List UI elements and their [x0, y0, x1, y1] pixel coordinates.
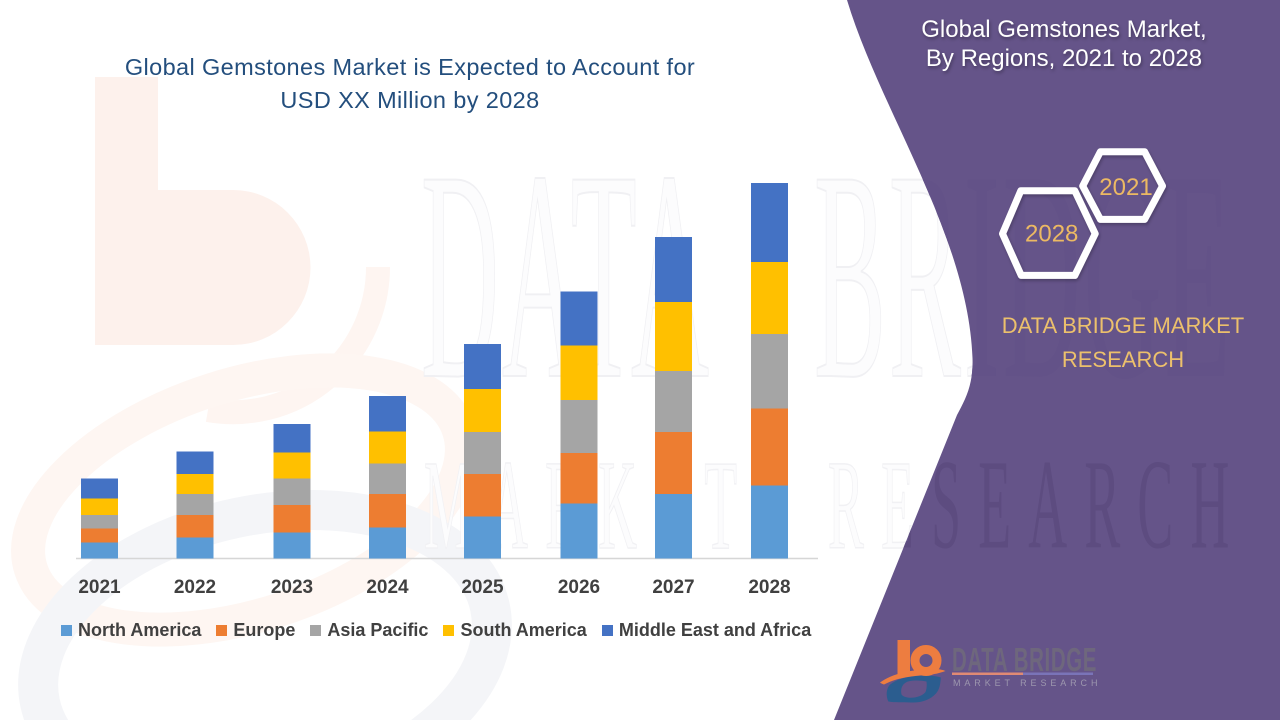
svg-text:DATA BRIDGE: DATA BRIDGE [952, 641, 1097, 678]
svg-text:2028: 2028 [1025, 221, 1078, 248]
svg-text:MARKET RESEARCH: MARKET RESEARCH [953, 678, 1101, 688]
svg-text:2021: 2021 [1099, 174, 1152, 201]
